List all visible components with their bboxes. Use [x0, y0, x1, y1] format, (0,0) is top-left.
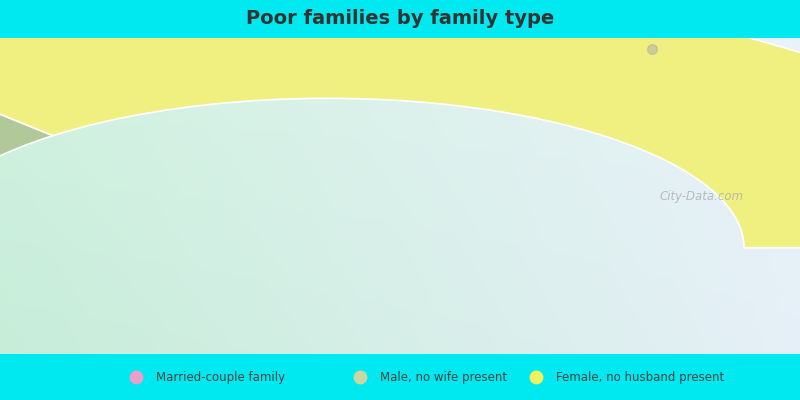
Wedge shape — [0, 54, 53, 202]
Text: Male, no wife present: Male, no wife present — [380, 370, 507, 384]
Text: City-Data.com: City-Data.com — [660, 190, 744, 203]
Wedge shape — [0, 0, 800, 248]
Text: Poor families by family type: Poor families by family type — [246, 10, 554, 28]
Text: Married-couple family: Married-couple family — [156, 370, 285, 384]
Text: Female, no husband present: Female, no husband present — [556, 370, 724, 384]
